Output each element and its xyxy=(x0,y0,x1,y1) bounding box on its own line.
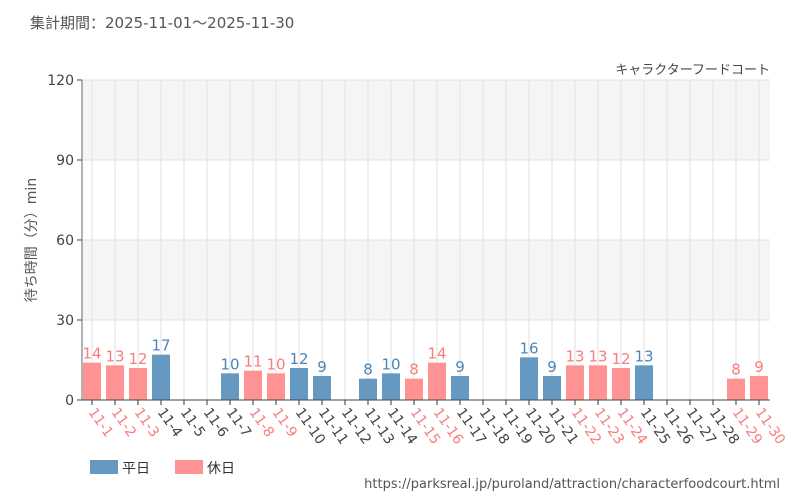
x-tick-label: 11-6 xyxy=(200,405,231,440)
chart-title: キャラクターフードコート xyxy=(615,63,770,78)
data-label-11-22: 13 xyxy=(565,347,584,365)
bar-11-25 xyxy=(635,365,653,400)
period-label: 集計期間：2025-11-01〜2025-11-30 xyxy=(30,14,294,32)
bar-11-30 xyxy=(750,376,768,400)
bar-11-20 xyxy=(520,357,538,400)
x-tick-label: 11-4 xyxy=(154,405,185,440)
x-tick-label: 11-3 xyxy=(131,405,162,440)
data-label-11-21: 9 xyxy=(547,358,557,376)
x-tick-label: 11-8 xyxy=(246,405,277,440)
bar-11-3 xyxy=(129,368,147,400)
bar-11-1 xyxy=(83,362,101,400)
legend-swatch-weekday xyxy=(90,460,118,474)
data-label-11-14: 10 xyxy=(381,355,400,373)
x-tick-label: 11-5 xyxy=(177,405,208,440)
data-label-11-10: 12 xyxy=(289,350,308,368)
x-tick-label: 11-1 xyxy=(85,405,116,440)
bar-11-10 xyxy=(290,368,308,400)
y-tick-label: 120 xyxy=(47,73,74,89)
data-label-11-2: 13 xyxy=(105,347,124,365)
y-tick-label: 0 xyxy=(65,393,74,409)
legend-label-weekday: 平日 xyxy=(122,461,150,477)
bar-11-24 xyxy=(612,368,630,400)
y-tick-label: 60 xyxy=(56,233,74,249)
data-label-11-25: 13 xyxy=(634,347,653,365)
y-tick-label: 30 xyxy=(56,313,74,329)
y-axis-label: 待ち時間（分）min xyxy=(24,178,40,302)
bar-11-17 xyxy=(451,376,469,400)
bar-11-16 xyxy=(428,362,446,400)
data-label-11-9: 10 xyxy=(266,355,285,373)
data-label-11-15: 8 xyxy=(409,361,419,379)
data-label-11-7: 10 xyxy=(220,355,239,373)
data-label-11-17: 9 xyxy=(455,358,465,376)
data-label-11-29: 8 xyxy=(731,361,741,379)
source-url: https://parksreal.jp/puroland/attraction… xyxy=(364,477,780,492)
data-label-11-24: 12 xyxy=(611,350,630,368)
data-label-11-20: 16 xyxy=(519,339,538,357)
data-label-11-8: 11 xyxy=(243,353,262,371)
bar-11-9 xyxy=(267,373,285,400)
data-label-11-30: 9 xyxy=(754,358,764,376)
bar-11-22 xyxy=(566,365,584,400)
bar-11-8 xyxy=(244,370,262,400)
bar-11-11 xyxy=(313,376,331,400)
data-label-11-1: 14 xyxy=(82,345,101,363)
legend: 平日 休日 xyxy=(90,460,235,477)
data-label-11-23: 13 xyxy=(588,347,607,365)
data-label-11-16: 14 xyxy=(427,345,446,363)
legend-swatch-holiday xyxy=(175,460,203,474)
x-tick-label: 11-9 xyxy=(269,405,300,440)
data-label-11-11: 9 xyxy=(317,358,327,376)
x-tick-label: 11-7 xyxy=(223,405,254,440)
bar-11-7 xyxy=(221,373,239,400)
data-label-11-4: 17 xyxy=(151,337,170,355)
bar-11-2 xyxy=(106,365,124,400)
data-label-11-3: 12 xyxy=(128,350,147,368)
bar-11-14 xyxy=(382,373,400,400)
grid-band xyxy=(82,240,770,320)
bar-11-15 xyxy=(405,378,423,400)
grid xyxy=(82,79,770,400)
grid-band xyxy=(82,80,770,160)
bar-11-21 xyxy=(543,376,561,400)
bar-11-4 xyxy=(152,354,170,400)
y-tick-label: 90 xyxy=(56,153,74,169)
bar-11-23 xyxy=(589,365,607,400)
bar-11-13 xyxy=(359,378,377,400)
bar-11-29 xyxy=(727,378,745,400)
x-tick-label: 11-2 xyxy=(108,405,139,440)
data-label-11-13: 8 xyxy=(363,361,373,379)
legend-label-holiday: 休日 xyxy=(207,461,235,477)
